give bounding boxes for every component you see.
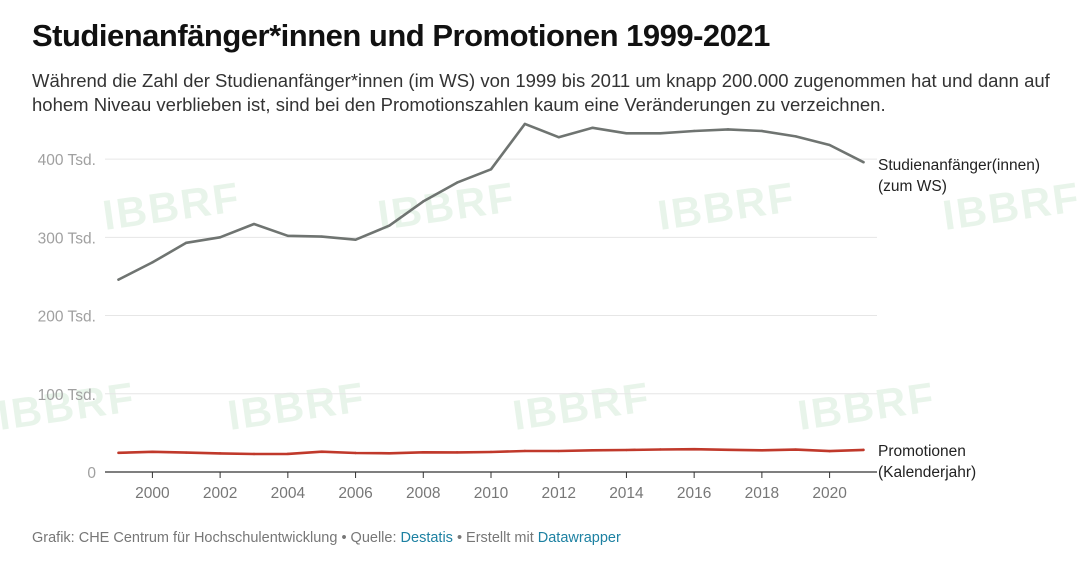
data-point-studienanfaenger <box>625 132 628 135</box>
data-point-promotionen <box>320 450 323 453</box>
data-point-promotionen <box>252 452 256 456</box>
data-point-studienanfaenger <box>422 200 425 203</box>
data-point-promotionen <box>455 451 459 454</box>
data-point-studienanfaenger <box>489 168 493 171</box>
series-lines <box>117 122 865 456</box>
series-label-studienanfaenger: Studienanfänger(innen) <box>878 157 1040 174</box>
data-point-promotionen <box>523 449 527 453</box>
data-point-studienanfaenger <box>726 128 730 131</box>
data-point-promotionen <box>625 448 628 452</box>
source-link[interactable]: Destatis <box>400 530 453 546</box>
data-point-promotionen <box>286 452 290 456</box>
data-point-promotionen <box>828 449 831 453</box>
y-tick-label: 100 Tsd. <box>38 387 96 404</box>
series-label-studienanfaenger: (zum WS) <box>878 178 947 195</box>
data-point-studienanfaenger <box>117 278 120 281</box>
chart-title: Studienanfänger*innen und Promotionen 19… <box>32 18 770 53</box>
watermark-text: IBBRF <box>225 373 369 439</box>
data-point-studienanfaenger <box>218 236 222 239</box>
watermark-text: IBBRF <box>375 173 519 239</box>
x-tick-label: 2004 <box>271 485 306 502</box>
data-point-studienanfaenger <box>252 222 256 226</box>
data-point-promotionen <box>489 450 493 454</box>
data-point-promotionen <box>862 448 865 452</box>
data-point-promotionen <box>388 452 391 455</box>
x-tick-label: 2014 <box>609 485 644 502</box>
line-chart: IBBRF IBBRF IBBRF IBBRF IBBRF IBBRF IBBRF IBBRF… <box>0 122 1080 502</box>
data-point-studienanfaenger <box>151 261 154 264</box>
x-tick-label: 2018 <box>745 485 779 502</box>
data-point-studienanfaenger <box>760 129 764 133</box>
watermark-text: IBBRF <box>0 373 138 439</box>
x-tick-label: 2012 <box>541 485 575 502</box>
data-point-studienanfaenger <box>354 238 357 241</box>
y-tick-label: 200 Tsd. <box>38 309 96 326</box>
data-point-studienanfaenger <box>591 126 594 130</box>
series-label-promotionen: (Kalenderjahr) <box>878 464 976 481</box>
data-point-studienanfaenger <box>794 135 797 138</box>
data-point-promotionen <box>151 450 154 454</box>
x-tick-label: 2008 <box>406 485 440 502</box>
chart-footer: Grafik: CHE Centrum für Hochschulentwick… <box>32 530 621 546</box>
datawrapper-link[interactable]: Datawrapper <box>537 530 621 546</box>
watermark-text: IBBRF <box>795 373 939 439</box>
data-point-studienanfaenger <box>557 136 560 139</box>
y-tick-label: 400 Tsd. <box>38 152 96 169</box>
watermark-text: IBBRF <box>655 173 799 239</box>
data-point-promotionen <box>726 448 730 451</box>
watermark-text: IBBRF <box>510 373 654 439</box>
data-point-studienanfaenger <box>692 129 696 133</box>
data-point-promotionen <box>591 449 594 452</box>
footer-credit: Grafik: CHE Centrum für Hochschulentwick… <box>32 530 401 546</box>
chart-subtitle: Während die Zahl der Studienanfänger*inn… <box>32 70 1050 115</box>
data-point-studienanfaenger <box>523 122 527 126</box>
series-labels: Studienanfänger(innen) (zum WS) Promotione… <box>878 157 1040 481</box>
footer-made-with: • Erstellt mit <box>452 530 538 546</box>
data-point-promotionen <box>794 448 797 451</box>
x-tick-label: 2016 <box>677 485 711 502</box>
data-point-promotionen <box>218 452 222 455</box>
data-point-promotionen <box>557 449 560 453</box>
x-tick-label: 2006 <box>338 485 372 502</box>
watermark-layer: IBBRF IBBRF IBBRF IBBRF IBBRF IBBRF IBBRF IBBRF… <box>0 173 1080 439</box>
x-tick-label: 2020 <box>812 485 847 502</box>
data-point-studienanfaenger <box>455 181 459 184</box>
data-point-studienanfaenger <box>828 143 831 147</box>
data-point-promotionen <box>760 449 764 452</box>
x-tick-label: 2002 <box>203 485 237 502</box>
watermark-text: IBBRF <box>940 173 1080 239</box>
y-tick-label: 0 <box>87 465 96 482</box>
data-point-studienanfaenger <box>659 132 662 135</box>
data-point-studienanfaenger <box>286 234 290 237</box>
data-point-studienanfaenger <box>320 235 323 238</box>
data-point-studienanfaenger <box>185 241 188 245</box>
series-label-promotionen: Promotionen <box>878 443 966 460</box>
data-point-promotionen <box>354 451 357 455</box>
data-point-studienanfaenger <box>388 224 391 227</box>
data-point-promotionen <box>659 448 662 451</box>
data-point-promotionen <box>692 447 696 451</box>
x-tick-label: 2000 <box>135 485 170 502</box>
data-point-promotionen <box>422 451 425 454</box>
data-point-studienanfaenger <box>862 161 865 164</box>
y-tick-label: 300 Tsd. <box>38 230 96 247</box>
x-axis-ticks: 2000 2002 2004 2006 2008 2010 2012 2014 2016 2018… <box>135 472 847 502</box>
data-point-promotionen <box>185 451 188 454</box>
data-point-promotionen <box>117 451 120 455</box>
y-axis-ticks: 0 100 Tsd. 200 Tsd. 300 Tsd. 400 Tsd. <box>38 152 97 482</box>
x-tick-label: 2010 <box>474 485 509 502</box>
watermark-text: IBBRF <box>100 173 244 239</box>
